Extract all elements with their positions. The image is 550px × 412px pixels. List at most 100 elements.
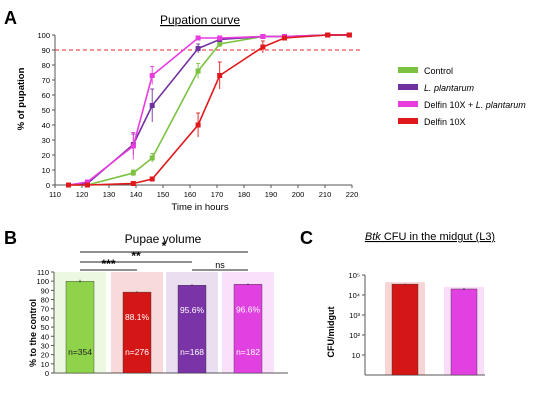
pupation-x-tick-label: 210	[319, 190, 332, 199]
volume-y-tick-label: 90	[41, 286, 49, 295]
cfu-y-tick-label: 10	[352, 351, 360, 360]
volume-bar	[233, 284, 263, 374]
pupation-legend: Control L. plantarum Delfin 10X + L. plant…	[398, 66, 526, 127]
legend-entry: L. plantarum	[424, 83, 475, 93]
pupation-x-axis-label: Time in hours	[171, 202, 228, 213]
pupation-data-point	[149, 73, 155, 78]
pupation-data-point	[195, 35, 201, 41]
cfu-y-tick-label: 10⁴	[348, 291, 360, 300]
legend-entry: Control	[424, 66, 453, 76]
volume-bar-percent-label: 95.6%	[180, 305, 205, 315]
pupation-data-point	[149, 176, 155, 182]
pupae-volume-chart: Pupae volume % to the control 0102030405…	[28, 232, 288, 378]
pupation-y-tick-label: 60	[42, 91, 50, 100]
panel-label-c: C	[300, 228, 313, 248]
pupation-data-point	[84, 179, 90, 185]
pupation-data-point	[195, 122, 201, 128]
volume-y-tick-label: 10	[41, 360, 49, 369]
volume-bar	[177, 285, 207, 374]
pupation-x-tick-label: 140	[130, 190, 143, 199]
pupation-y-tick-label: 70	[42, 76, 50, 85]
pupation-data-point	[130, 181, 136, 186]
volume-bar	[65, 280, 95, 374]
pupation-data-point	[195, 46, 201, 51]
pupation-chart: Pupation curve % of pupation Time in hou…	[16, 13, 362, 213]
pupation-data-point	[66, 182, 71, 188]
pupation-data-point	[130, 170, 136, 176]
pupation-y-tick-label: 10	[42, 166, 50, 175]
pupation-x-tick-label: 200	[292, 190, 305, 199]
pupation-data-point	[282, 35, 287, 41]
significance-label: *	[162, 239, 167, 253]
pupation-x-tick-label: 180	[238, 190, 251, 199]
significance-label: ***	[101, 257, 115, 271]
volume-y-tick-label: 20	[41, 351, 49, 360]
volume-y-tick-label: 80	[41, 296, 49, 305]
volume-y-tick-label: 30	[41, 341, 49, 350]
cfu-y-tick-label: 10⁵	[349, 271, 360, 280]
cfu-bar	[450, 288, 478, 376]
volume-bar-percent-label: 96.6%	[236, 304, 261, 314]
volume-y-tick-label: 0	[45, 369, 49, 378]
panel-label-b: B	[4, 228, 17, 248]
pupation-x-tick-label: 170	[211, 190, 224, 199]
pupation-series-line	[68, 34, 350, 186]
pupation-data-point	[130, 143, 136, 149]
pupation-y-tick-label: 100	[37, 31, 50, 40]
pupae-volume-title: Pupae volume	[125, 232, 202, 246]
legend-entry: Delfin 10X	[424, 117, 466, 127]
pupation-data-point	[346, 32, 352, 38]
btk-cfu-chart: Btk CFU in the midgut (L3) CFU/midgut 10…	[326, 231, 495, 376]
volume-bar-percent-label: 88.1%	[125, 312, 150, 322]
pupation-series	[66, 32, 352, 188]
volume-y-tick-label: 60	[41, 314, 49, 323]
volume-bar-n-label: n=182	[236, 347, 260, 357]
pupation-data-point	[217, 35, 223, 41]
pupation-y-tick-label: 30	[42, 136, 50, 145]
volume-bar-n-label: n=276	[125, 347, 149, 357]
pupation-x-tick-label: 160	[184, 190, 197, 199]
cfu-y-tick-label: 10³	[349, 311, 360, 320]
volume-bar	[122, 291, 152, 374]
pupation-x-tick-label: 190	[265, 190, 278, 199]
pupation-data-point	[217, 73, 223, 78]
pupation-series-line	[68, 34, 350, 186]
significance-label: ns	[215, 260, 225, 270]
pupation-y-tick-label: 80	[42, 61, 50, 70]
pupation-y-tick-label: 40	[42, 121, 50, 130]
pupation-x-tick-label: 130	[103, 190, 116, 199]
pupation-data-point	[195, 68, 201, 74]
panel-label-a: A	[4, 8, 17, 28]
significance-label: **	[131, 249, 141, 263]
pupation-data-point	[260, 34, 266, 39]
legend-swatch	[398, 84, 418, 90]
pupation-y-tick-label: 20	[42, 151, 50, 160]
legend-entry: Delfin 10X + L. plantarum	[424, 100, 526, 110]
pupation-data-point	[149, 103, 155, 108]
pupation-data-point	[217, 41, 223, 47]
pupation-y-tick-label: 90	[42, 46, 50, 55]
btk-cfu-y-axis-label: CFU/midgut	[326, 307, 336, 358]
pupation-data-point	[325, 32, 331, 38]
pupation-x-tick-label: 110	[49, 190, 61, 199]
pupation-y-axis-label: % of pupation	[16, 67, 27, 130]
volume-bar-n-label: n=168	[180, 347, 204, 357]
pupation-data-point	[149, 155, 155, 161]
btk-cfu-title: Btk CFU in the midgut (L3)	[365, 231, 495, 243]
cfu-bar	[391, 283, 419, 376]
pupation-x-tick-label: 120	[76, 190, 89, 199]
pupation-data-point	[260, 44, 266, 50]
volume-y-tick-label: 100	[36, 277, 49, 286]
volume-y-tick-label: 70	[41, 305, 49, 314]
pupae-volume-y-axis-label: % to the control	[28, 299, 38, 367]
volume-y-tick-label: 50	[41, 323, 49, 332]
pupation-data-point	[84, 182, 90, 188]
volume-y-tick-label: 40	[41, 332, 49, 341]
legend-swatch	[398, 67, 418, 73]
volume-bar-n-label: n=354	[68, 347, 92, 357]
cfu-y-tick-label: 10²	[349, 331, 360, 340]
pupation-y-tick-label: 0	[46, 181, 50, 190]
legend-swatch	[398, 101, 418, 107]
legend-swatch	[398, 118, 418, 124]
